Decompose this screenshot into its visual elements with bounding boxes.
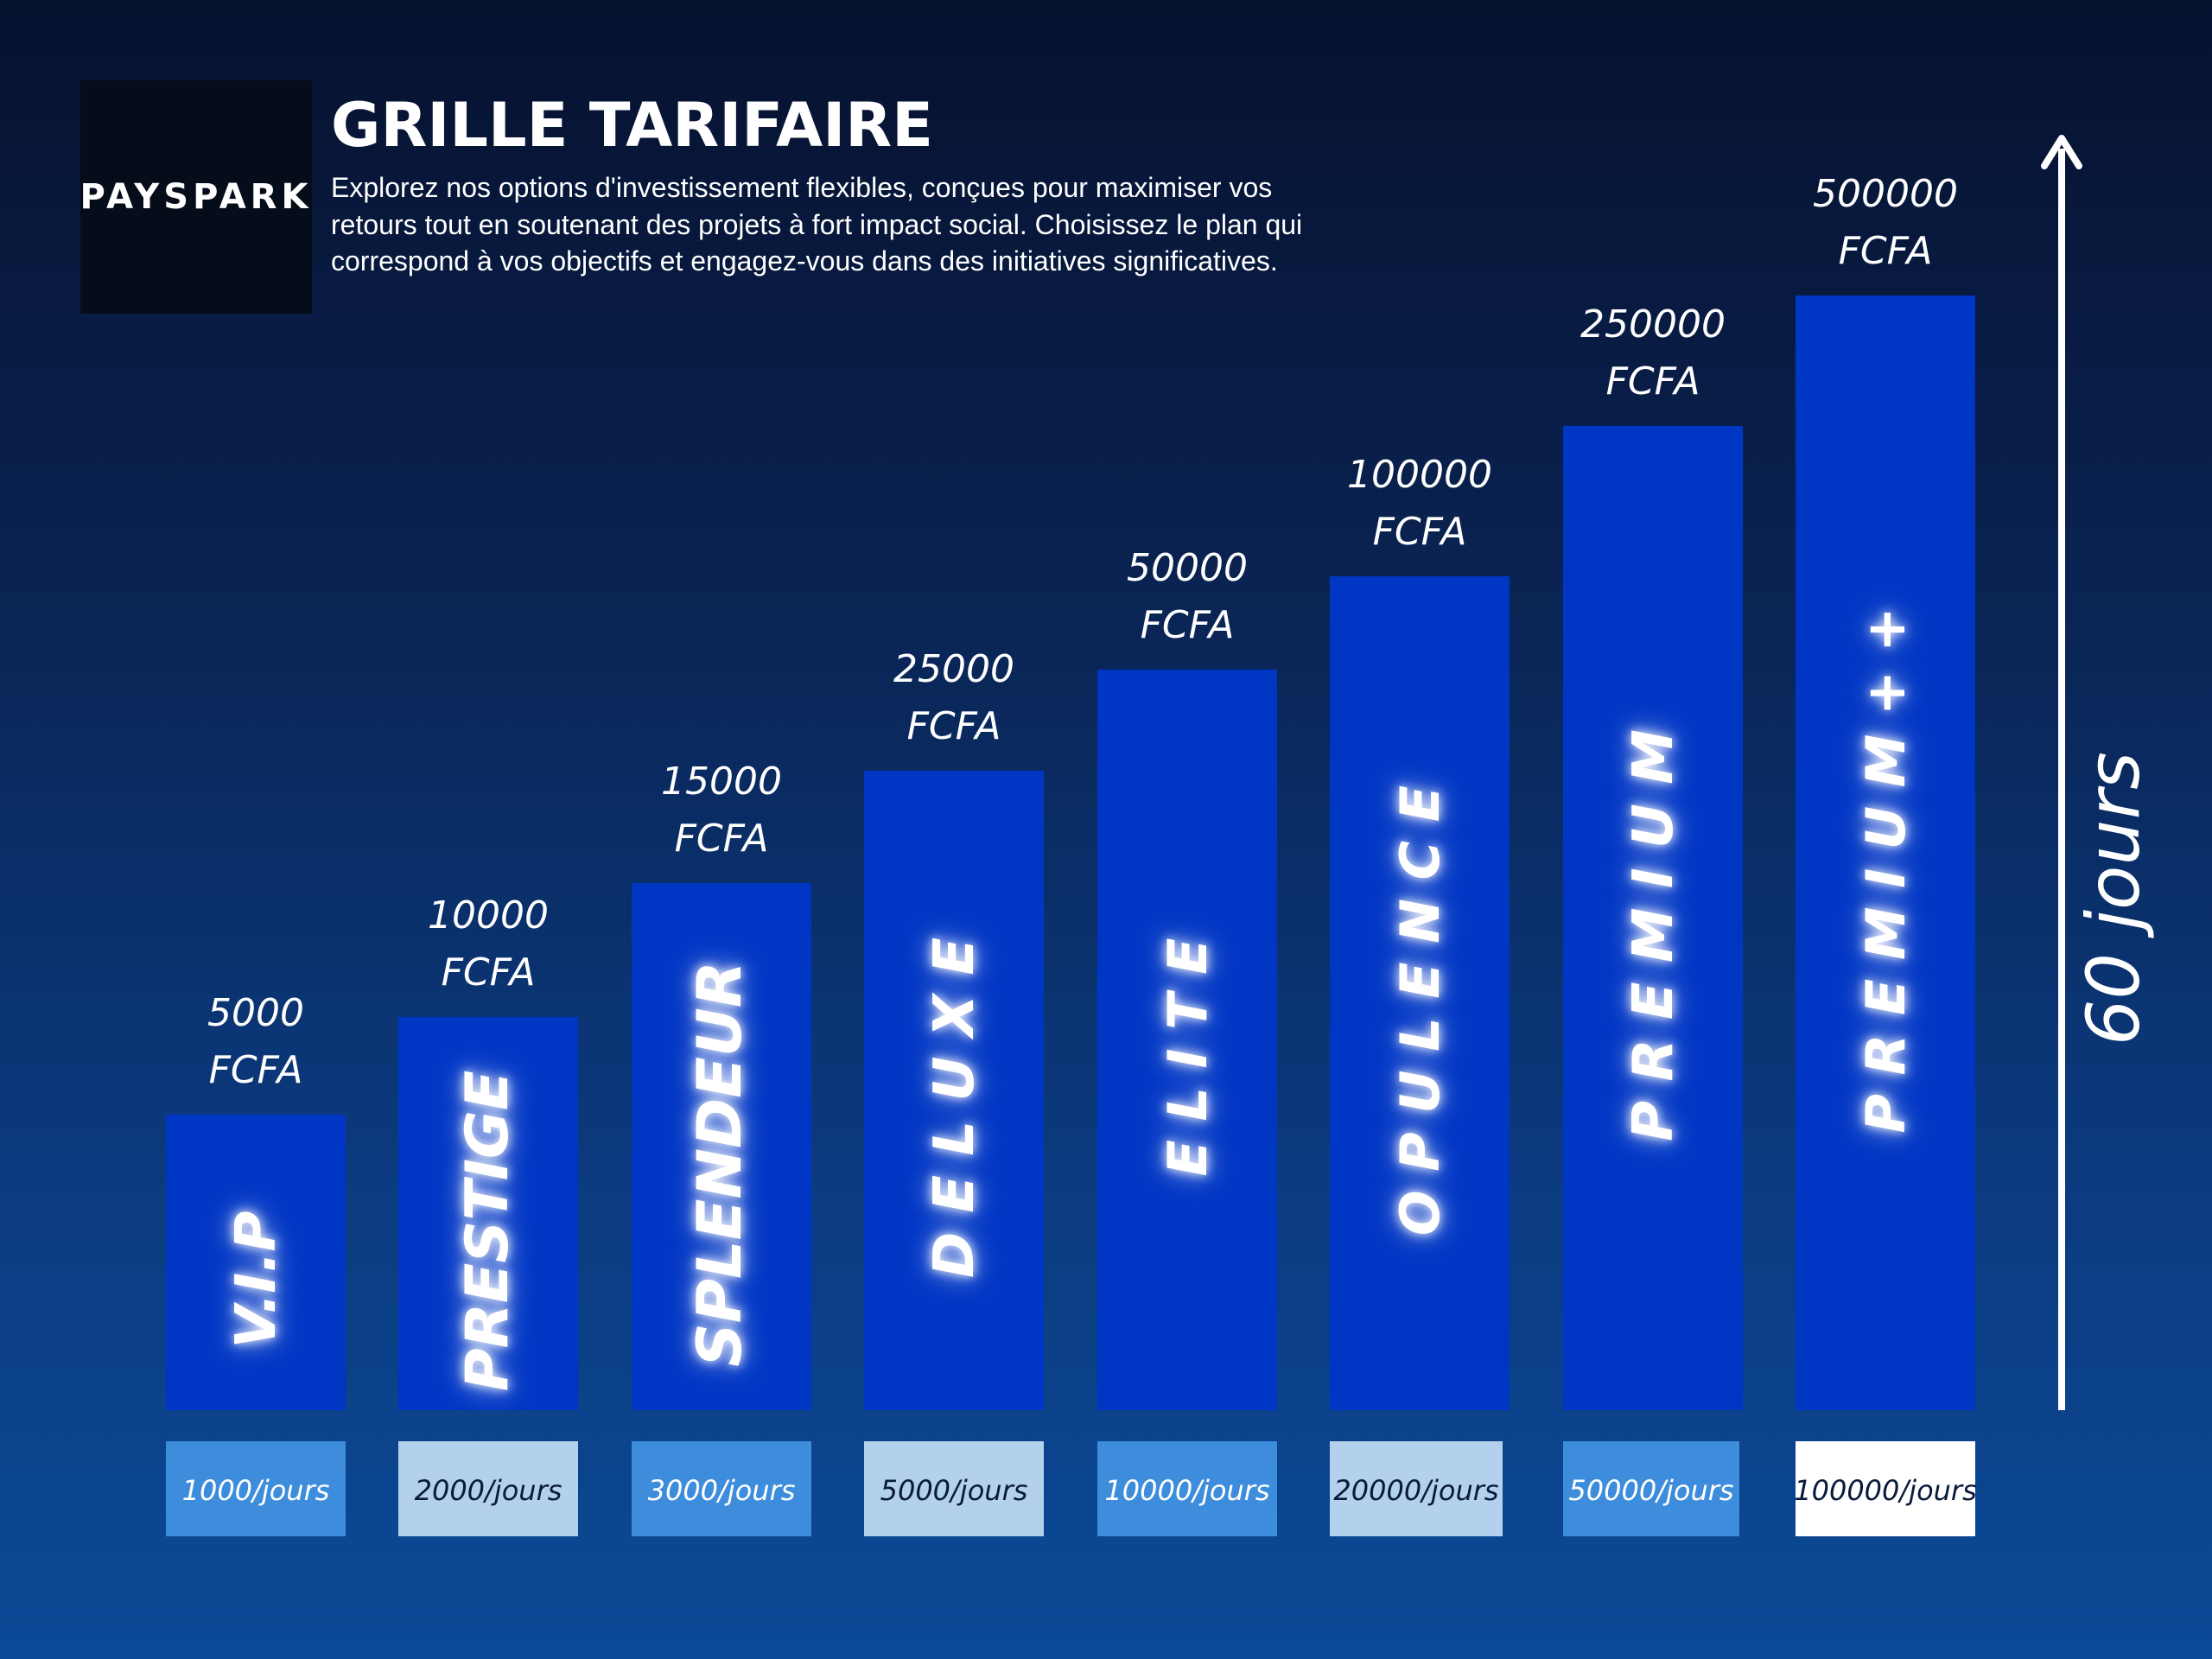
brand-logo: PAYSPARK [80,80,312,314]
price-value-opulence: 100000 [1347,453,1492,497]
daily-box-v-i-p [166,1441,346,1536]
page-title: GRILLE TARIFAIRE [331,90,933,161]
bar-premium [1796,296,1975,1410]
daily-label-opulence: 20000/jours [1333,1474,1498,1507]
bar-premium [1563,426,1743,1410]
price-unit-v-i-p: FCFA [209,1048,303,1092]
price-value-premium: 250000 [1580,302,1726,346]
price-value-prestige: 10000 [428,893,549,938]
bar-elite [1097,670,1277,1410]
daily-box-premium [1796,1441,1975,1536]
price-unit-splendeur: FCFA [675,817,769,861]
daily-box-opulence [1330,1441,1503,1536]
page-description: Explorez nos options d'investissement fl… [331,172,1303,276]
price-unit-prestige: FCFA [442,950,536,995]
arrow-up-icon [2041,135,2082,169]
price-value-v-i-p: 5000 [207,991,304,1035]
bar-v-i-p [166,1115,346,1410]
bar-de-luxe [864,771,1044,1410]
price-value-splendeur: 15000 [661,760,782,804]
price-value-elite: 50000 [1127,546,1248,590]
daily-box-elite [1097,1441,1277,1536]
daily-label-splendeur: 3000/jours [648,1474,796,1507]
bar-label-premium: P R E M I U M [1622,729,1686,1141]
daily-box-de-luxe [864,1441,1044,1536]
bar-opulence [1330,576,1510,1410]
duration-label: 60 jours [2071,752,2156,1046]
price-value-de-luxe: 25000 [893,647,1014,691]
daily-box-premium [1563,1441,1739,1536]
daily-label-v-i-p: 1000/jours [182,1474,330,1507]
bar-label-de-luxe: D E L U X E [923,938,987,1278]
daily-box-splendeur [632,1441,811,1536]
daily-label-prestige: 2000/jours [415,1474,563,1507]
bar-prestige [398,1017,578,1410]
price-value-premium: 500000 [1813,172,1958,216]
price-unit-de-luxe: FCFA [907,704,1001,748]
daily-box-prestige [398,1441,578,1536]
daily-label-premium: 50000/jours [1568,1474,1733,1507]
brand-logo-text: PAYSPARK [79,177,313,217]
bar-label-premium: P R E M I U M + + [1854,607,1917,1134]
bar-splendeur [632,883,811,1410]
daily-label-elite: 10000/jours [1104,1474,1269,1507]
price-unit-opulence: FCFA [1373,510,1467,554]
bar-label-splendeur: SPLENDEUR [684,961,755,1366]
daily-label-premium: 100000/jours [1794,1474,1977,1507]
price-unit-elite: FCFA [1141,603,1235,647]
bar-label-prestige: PRESTIGE [454,1071,522,1392]
bar-label-elite: E L I T E [1156,938,1219,1177]
bar-label-v-i-p: V.I.P [225,1211,289,1348]
daily-label-de-luxe: 5000/jours [880,1474,1028,1507]
bar-label-opulence: O P U L E N C E [1389,785,1452,1236]
price-unit-premium: FCFA [1839,229,1933,273]
price-unit-premium: FCFA [1606,359,1700,404]
